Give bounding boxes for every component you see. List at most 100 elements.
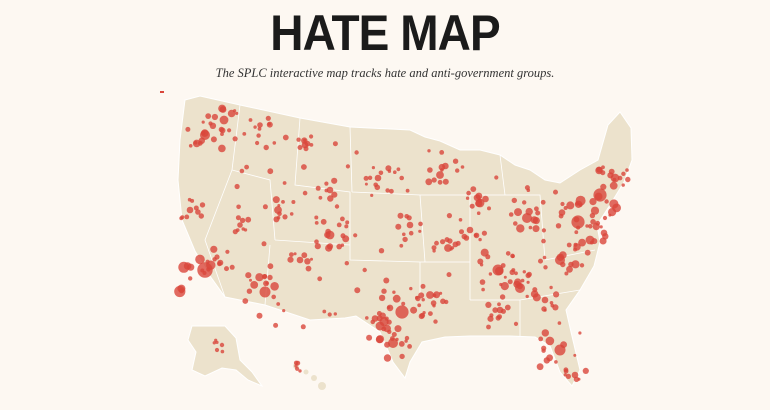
group-marker[interactable] [511, 268, 516, 273]
group-marker[interactable] [459, 229, 464, 235]
group-marker[interactable] [550, 303, 555, 308]
group-marker[interactable] [256, 133, 261, 138]
group-marker[interactable] [289, 252, 294, 257]
group-marker[interactable] [410, 306, 418, 314]
group-marker[interactable] [589, 212, 596, 219]
group-marker[interactable] [431, 245, 437, 251]
group-marker[interactable] [488, 272, 493, 276]
group-marker[interactable] [186, 206, 194, 214]
group-marker[interactable] [188, 276, 193, 281]
group-marker[interactable] [487, 206, 491, 211]
group-marker[interactable] [310, 257, 313, 261]
group-marker[interactable] [499, 294, 506, 300]
group-marker[interactable] [418, 292, 425, 299]
group-marker[interactable] [565, 373, 572, 379]
group-marker[interactable] [232, 136, 238, 142]
group-marker[interactable] [383, 277, 390, 284]
group-marker[interactable] [486, 324, 491, 330]
group-marker[interactable] [214, 254, 220, 260]
group-marker[interactable] [513, 280, 521, 288]
group-marker[interactable] [439, 291, 443, 295]
group-marker[interactable] [315, 185, 321, 191]
group-marker[interactable] [236, 204, 241, 210]
group-marker[interactable] [362, 267, 367, 273]
group-marker[interactable] [235, 215, 241, 221]
group-marker[interactable] [340, 216, 345, 222]
group-marker[interactable] [439, 150, 445, 155]
group-marker[interactable] [595, 166, 603, 175]
group-marker[interactable] [245, 272, 252, 279]
group-marker[interactable] [447, 238, 453, 244]
group-marker[interactable] [295, 366, 300, 371]
group-marker[interactable] [541, 348, 546, 353]
group-marker[interactable] [573, 376, 580, 382]
group-marker[interactable] [239, 217, 246, 224]
group-marker[interactable] [282, 214, 288, 220]
group-marker[interactable] [460, 165, 465, 169]
group-marker[interactable] [235, 111, 239, 115]
group-marker[interactable] [604, 199, 609, 204]
group-marker[interactable] [401, 301, 406, 306]
group-marker[interactable] [387, 329, 392, 334]
group-marker[interactable] [340, 243, 345, 247]
group-marker[interactable] [419, 312, 426, 318]
group-marker[interactable] [201, 120, 205, 124]
group-marker[interactable] [267, 274, 273, 281]
group-marker[interactable] [300, 324, 306, 330]
group-marker[interactable] [195, 254, 205, 265]
group-marker[interactable] [277, 204, 281, 207]
group-marker[interactable] [560, 201, 565, 207]
group-marker[interactable] [363, 175, 369, 181]
group-marker[interactable] [500, 263, 506, 268]
group-marker[interactable] [535, 210, 541, 216]
group-marker[interactable] [220, 132, 224, 137]
group-marker[interactable] [371, 166, 375, 170]
group-marker[interactable] [405, 188, 410, 193]
group-marker[interactable] [327, 195, 334, 202]
group-marker[interactable] [388, 338, 398, 348]
group-marker[interactable] [200, 268, 205, 273]
group-marker[interactable] [304, 258, 311, 265]
group-marker[interactable] [469, 203, 475, 209]
group-marker[interactable] [425, 178, 433, 186]
group-marker[interactable] [188, 144, 193, 148]
group-marker[interactable] [590, 219, 596, 225]
group-marker[interactable] [396, 167, 401, 172]
group-marker[interactable] [573, 242, 578, 247]
group-marker[interactable] [576, 225, 581, 230]
group-marker[interactable] [600, 229, 608, 237]
group-marker[interactable] [545, 336, 555, 346]
group-marker[interactable] [571, 260, 580, 269]
group-marker[interactable] [293, 252, 297, 256]
group-marker[interactable] [392, 294, 401, 303]
group-marker[interactable] [219, 127, 226, 134]
group-marker[interactable] [392, 290, 396, 294]
group-marker[interactable] [322, 309, 327, 314]
group-marker[interactable] [511, 197, 517, 204]
group-marker[interactable] [589, 198, 597, 206]
group-marker[interactable] [342, 235, 350, 243]
group-marker[interactable] [385, 188, 390, 193]
group-marker[interactable] [344, 224, 349, 229]
group-marker[interactable] [201, 130, 206, 136]
group-marker[interactable] [599, 237, 607, 245]
group-marker[interactable] [210, 245, 218, 253]
group-marker[interactable] [532, 225, 540, 233]
group-marker[interactable] [438, 163, 446, 171]
group-marker[interactable] [333, 312, 337, 316]
group-marker[interactable] [320, 218, 327, 225]
group-marker[interactable] [205, 113, 212, 119]
group-marker[interactable] [588, 224, 593, 229]
group-marker[interactable] [440, 298, 446, 305]
group-marker[interactable] [331, 191, 338, 198]
group-marker[interactable] [253, 125, 257, 129]
group-marker[interactable] [263, 144, 269, 151]
group-marker[interactable] [215, 340, 219, 344]
group-marker[interactable] [239, 168, 245, 174]
group-marker[interactable] [277, 211, 282, 216]
group-marker[interactable] [296, 256, 304, 264]
group-marker[interactable] [528, 225, 533, 230]
group-marker[interactable] [612, 203, 621, 213]
group-marker[interactable] [497, 302, 501, 307]
group-marker[interactable] [563, 206, 568, 210]
